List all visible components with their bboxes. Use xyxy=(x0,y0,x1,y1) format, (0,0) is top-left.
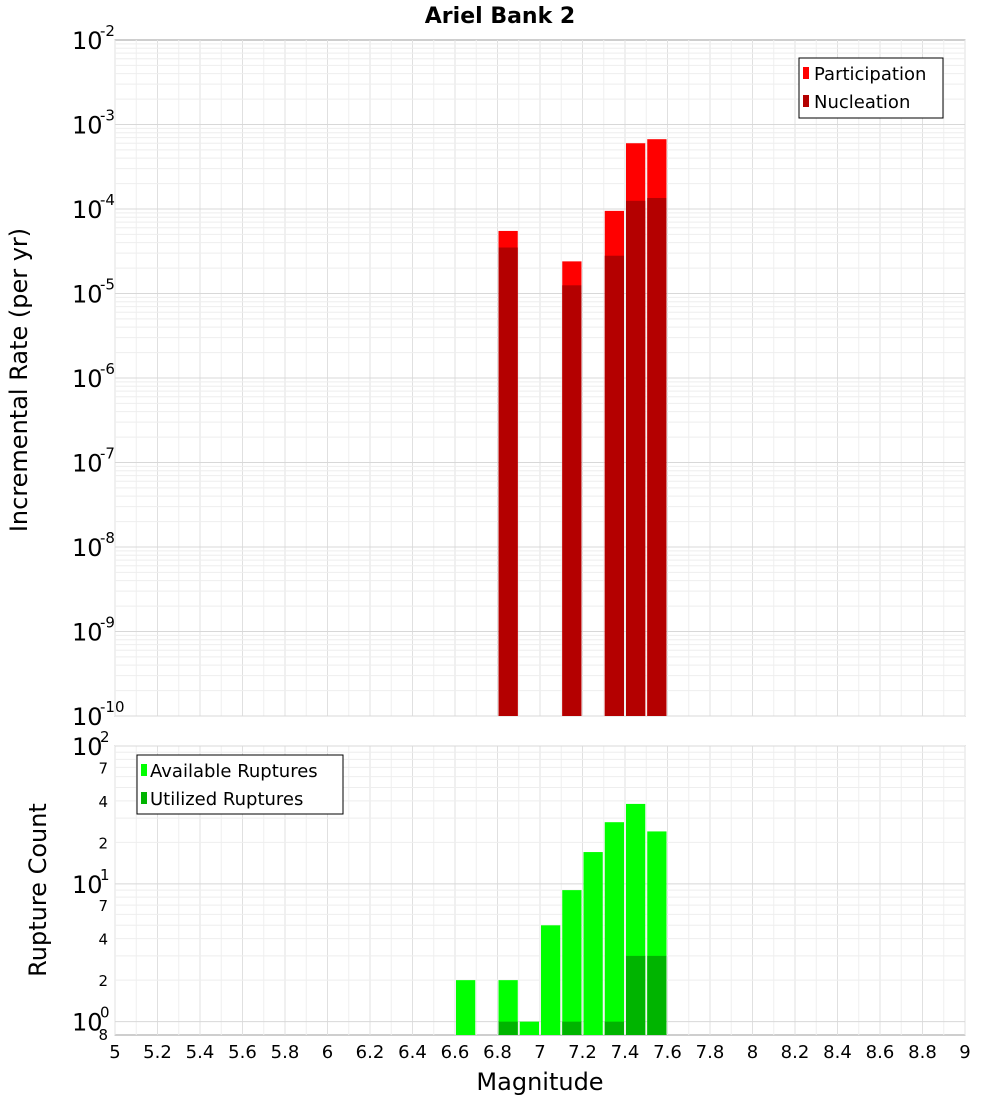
x-tick-label: 6.4 xyxy=(398,1042,427,1063)
x-tick-label: 7.6 xyxy=(653,1042,682,1063)
count-y-minor-tick-label: 7 xyxy=(98,759,108,777)
rate-y-tick-label: 10 xyxy=(72,450,103,478)
rate-y-tick-exponent: -10 xyxy=(100,698,125,716)
legend-label-nucleation: Nucleation xyxy=(814,92,910,113)
utilized-bar xyxy=(626,955,646,1035)
x-tick-label: 5.8 xyxy=(271,1042,300,1063)
rate-y-tick-exponent: -9 xyxy=(100,614,115,632)
rate-y-tick-exponent: -4 xyxy=(100,191,115,209)
rate-y-tick-label: 10 xyxy=(72,27,103,55)
count-y-tick-exponent: 1 xyxy=(100,866,110,884)
count-y-tick-exponent: 2 xyxy=(100,728,110,746)
count-gridlines xyxy=(114,745,966,1035)
x-tick-label: 7.2 xyxy=(568,1042,597,1063)
rate-y-tick-label: 10 xyxy=(72,365,103,393)
available-bar xyxy=(498,980,518,1035)
utilized-bar xyxy=(498,1021,518,1035)
count-y-tick-label: 10 xyxy=(72,871,103,899)
x-tick-label: 5.6 xyxy=(228,1042,257,1063)
utilized-bar xyxy=(562,1021,582,1035)
count-y-minor-tick-label: 8 xyxy=(98,1026,108,1044)
rate-legend: Participation Nucleation xyxy=(798,57,944,119)
rate-y-tick-exponent: -7 xyxy=(100,445,115,463)
rate-y-tick-label: 10 xyxy=(72,112,103,140)
count-y-tick-label: 10 xyxy=(72,733,103,761)
x-tick-label: 7.4 xyxy=(611,1042,640,1063)
utilized-bar xyxy=(604,1021,624,1035)
rate-y-tick-exponent: -3 xyxy=(100,107,115,125)
utilized-bar xyxy=(647,955,667,1035)
count-y-tick-exponent: 0 xyxy=(100,1004,110,1022)
count-bars xyxy=(456,803,667,1035)
legend-swatch-participation xyxy=(803,67,809,79)
legend-swatch-utilized xyxy=(141,792,147,804)
legend-label-available: Available Ruptures xyxy=(150,761,318,782)
x-tick-label: 5 xyxy=(109,1042,120,1063)
count-y-minor-tick-label: 4 xyxy=(98,931,108,949)
available-bar xyxy=(604,822,624,1035)
x-tick-label: 7.8 xyxy=(696,1042,725,1063)
rate-y-tick-exponent: -2 xyxy=(100,22,115,40)
x-tick-label: 8.8 xyxy=(908,1042,937,1063)
chart-title: Ariel Bank 2 xyxy=(425,4,575,29)
x-tick-label: 8.2 xyxy=(781,1042,810,1063)
count-y-minor-tick-label: 2 xyxy=(98,972,108,990)
x-tick-label: 6.6 xyxy=(441,1042,470,1063)
rate-y-tick-exponent: -6 xyxy=(100,360,115,378)
available-bar xyxy=(541,925,561,1035)
x-tick-label: 6.8 xyxy=(483,1042,512,1063)
rate-y-tick-label: 10 xyxy=(72,703,103,731)
count-y-tick-label: 10 xyxy=(72,1009,103,1037)
nucleation-bar xyxy=(604,255,624,716)
rate-bars xyxy=(498,139,667,717)
rate-y-axis-label: Incremental Rate (per yr) xyxy=(5,228,33,532)
nucleation-bar xyxy=(647,197,667,716)
x-tick-label: 5.2 xyxy=(143,1042,172,1063)
x-tick-label: 8.6 xyxy=(866,1042,895,1063)
count-y-minor-tick-label: 2 xyxy=(98,834,108,852)
nucleation-bar xyxy=(562,285,582,716)
legend-swatch-nucleation xyxy=(803,95,809,107)
rate-legend-box xyxy=(798,57,944,119)
rate-y-tick-label: 10 xyxy=(72,534,103,562)
x-tick-label: 8.4 xyxy=(823,1042,852,1063)
legend-label-utilized: Utilized Ruptures xyxy=(150,789,303,810)
nucleation-bar xyxy=(498,247,518,716)
legend-swatch-available xyxy=(141,764,147,776)
rate-gridlines xyxy=(114,40,966,717)
rate-y-tick-label: 10 xyxy=(72,619,103,647)
x-tick-label: 6 xyxy=(322,1042,333,1063)
available-bar xyxy=(519,1021,539,1035)
rate-y-tick-label: 10 xyxy=(72,281,103,309)
count-y-minor-tick-label: 4 xyxy=(98,793,108,811)
nucleation-bar xyxy=(626,200,646,717)
available-bar xyxy=(583,852,603,1035)
x-tick-labels: 5 5.2 5.4 5.6 5.8 6 6.2 6.4 6.6 6.8 7 7.2 7.4 7.6 7.8 8… xyxy=(109,1042,970,1063)
rate-y-tick-exponent: -5 xyxy=(100,276,115,294)
count-legend-box xyxy=(136,754,344,815)
count-y-axis-label: Rupture Count xyxy=(24,803,52,977)
x-axis-label: Magnitude xyxy=(476,1068,603,1096)
x-tick-label: 6.2 xyxy=(356,1042,385,1063)
rate-y-tick-exponent: -8 xyxy=(100,529,115,547)
count-legend: Available Ruptures Utilized Ruptures xyxy=(136,754,344,815)
x-tick-label: 8 xyxy=(747,1042,758,1063)
x-tick-label: 5.4 xyxy=(186,1042,215,1063)
x-tick-label: 7 xyxy=(534,1042,545,1063)
rate-y-tick-label: 10 xyxy=(72,196,103,224)
x-tick-label: 9 xyxy=(959,1042,970,1063)
legend-label-participation: Participation xyxy=(814,64,926,85)
available-bar xyxy=(562,890,582,1035)
available-bar xyxy=(456,980,476,1035)
count-y-minor-tick-label: 7 xyxy=(98,897,108,915)
